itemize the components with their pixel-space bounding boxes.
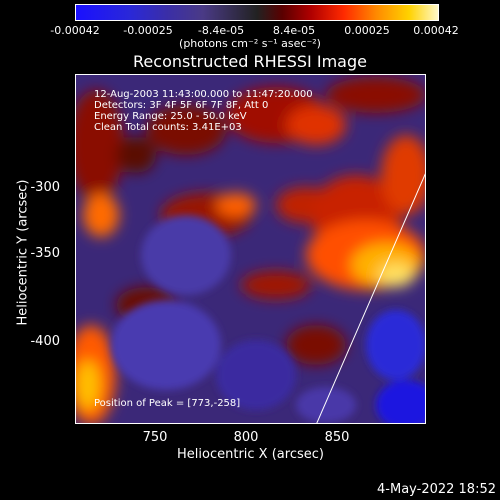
colorbar-tick-label: 8.4e-05 — [272, 24, 316, 37]
rhessi-image — [76, 75, 425, 423]
y-tick-label: -300 — [30, 180, 60, 195]
y-axis-label: Heliocentric Y (arcsec) — [15, 179, 31, 326]
image-title: Reconstructed RHESSI Image — [133, 52, 367, 71]
x-tick-label: 800 — [233, 430, 259, 445]
image-plot-area: 12-Aug-2003 11:43:00.000 to 11:47:20.000… — [75, 74, 426, 424]
y-tick-label: -350 — [30, 246, 60, 261]
negative-regions — [111, 215, 425, 423]
colorbar-tick-label: 0.00042 — [413, 24, 459, 37]
info-line-energy: Energy Range: 25.0 - 50.0 keV — [94, 111, 247, 122]
x-tick-label: 750 — [142, 430, 168, 445]
info-line-detectors: Detectors: 3F 4F 5F 6F 7F 8F, Att 0 — [94, 100, 269, 111]
peak-position-label: Position of Peak = [773,-258] — [94, 398, 241, 409]
info-line-time: 12-Aug-2003 11:43:00.000 to 11:47:20.000 — [94, 89, 313, 100]
colorbar-tick-label: -8.4e-05 — [197, 24, 245, 37]
x-axis-label: Heliocentric X (arcsec) — [177, 447, 324, 462]
info-line-counts: Clean Total counts: 3.41E+03 — [94, 122, 242, 133]
colorbar-tick-label: -0.00025 — [123, 24, 173, 37]
footer-date: 4-May-2022 18:52 — [377, 482, 496, 497]
solar-limb-line — [316, 173, 425, 423]
x-tick-label: 850 — [324, 430, 350, 445]
colorbar-tick-label: -0.00042 — [50, 24, 100, 37]
colorbar-tick-label: 0.00025 — [344, 24, 390, 37]
colorbar — [75, 4, 439, 21]
y-tick-label: -400 — [30, 334, 60, 349]
colorbar-unit-label: (photons cm⁻² s⁻¹ asec⁻²) — [179, 37, 321, 50]
